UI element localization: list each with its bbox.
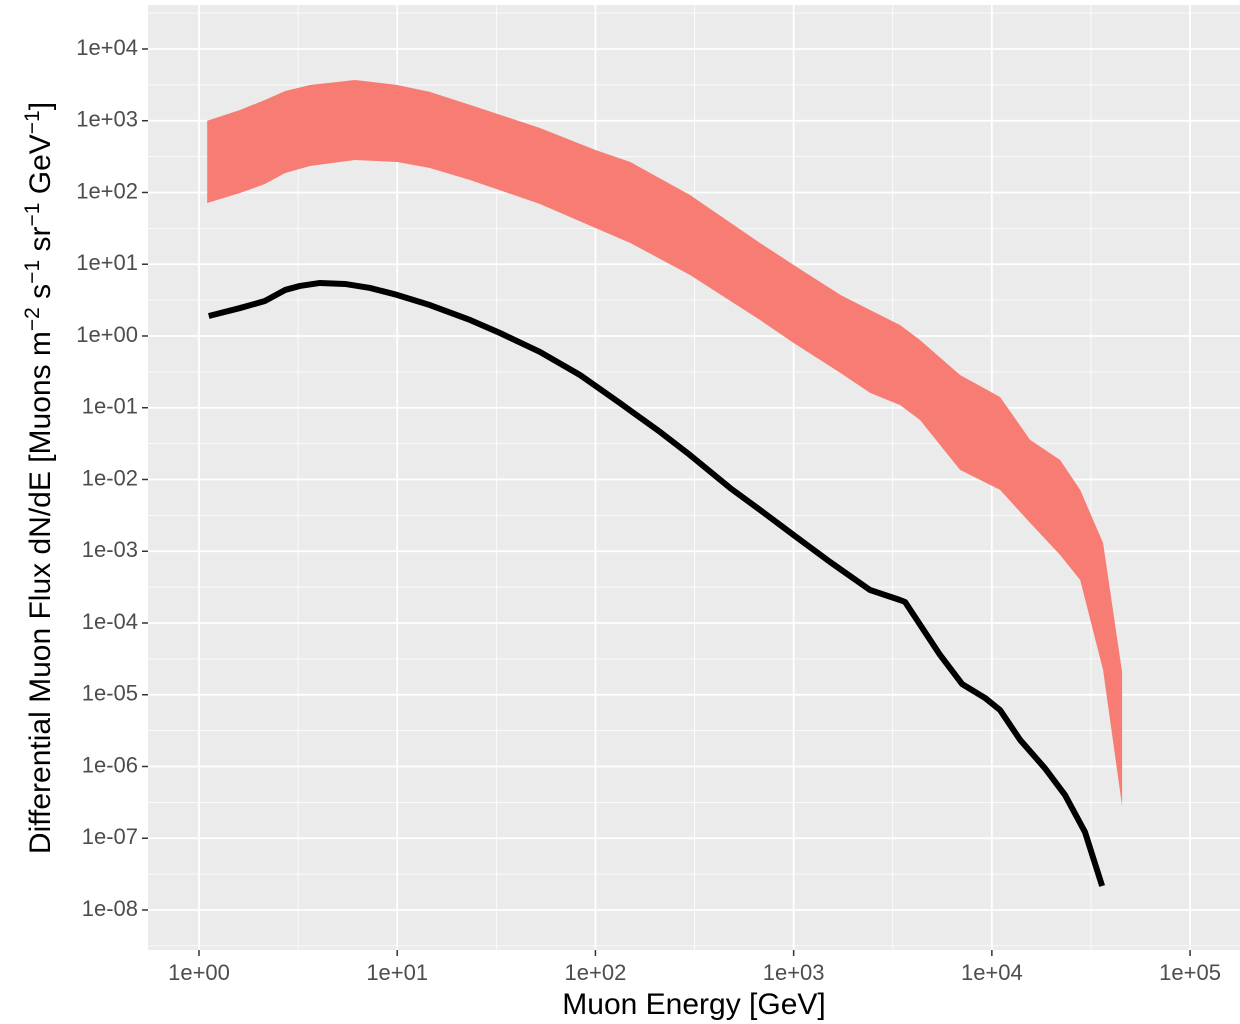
y-tick-label: 1e-01	[82, 394, 138, 419]
x-tick-label: 1e+04	[961, 960, 1023, 985]
x-tick-label: 1e+02	[565, 960, 627, 985]
y-title-part: Differential Muon Flux dN/dE [Muons m	[24, 331, 57, 854]
x-tick-label: 1e+01	[366, 960, 428, 985]
y-tick-label: 1e+01	[76, 250, 138, 275]
y-title-sup: −1	[21, 260, 44, 284]
ribbon	[207, 79, 1123, 807]
x-tick-label: 1e+03	[763, 960, 825, 985]
y-title-part: sr	[24, 227, 57, 260]
y-tick-label: 1e-05	[82, 681, 138, 706]
x-tick-label: 1e+00	[168, 960, 230, 985]
y-title-part: ]	[24, 102, 57, 110]
y-tick-label: 1e-07	[82, 824, 138, 849]
y-axis-title: Differential Muon Flux dN/dE [Muons m−2 …	[21, 102, 58, 854]
y-title-part: s	[24, 284, 57, 307]
y-title-part: GeV	[24, 134, 57, 202]
y-title-sup: −1	[21, 203, 44, 227]
y-tick-label: 1e-08	[82, 896, 138, 921]
y-title-sup: −1	[21, 110, 44, 134]
x-tick-label: 1e+05	[1159, 960, 1221, 985]
y-tick-label: 1e-06	[82, 752, 138, 777]
y-tick-label: 1e+03	[76, 107, 138, 132]
y-tick-label: 1e+02	[76, 178, 138, 203]
x-axis-title: Muon Energy [GeV]	[562, 988, 825, 1021]
line	[208, 279, 1105, 887]
y-tick-label: 1e-02	[82, 465, 138, 490]
y-tick-label: 1e+04	[76, 35, 138, 60]
y-title-sup: −2	[21, 307, 44, 331]
y-tick-label: 1e-04	[82, 609, 138, 634]
y-tick-label: 1e-03	[82, 537, 138, 562]
y-tick-label: 1e+00	[76, 322, 138, 347]
